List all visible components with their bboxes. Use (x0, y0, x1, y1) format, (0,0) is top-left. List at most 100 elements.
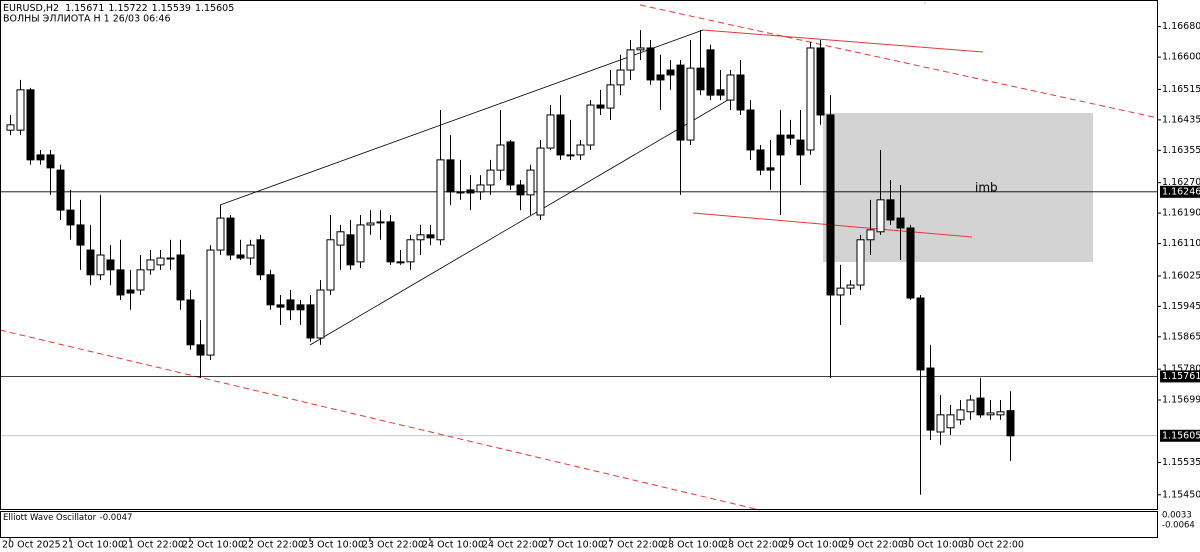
candle-body (246, 244, 255, 259)
candle-body (46, 154, 55, 169)
x-tick-label: 21 Oct 22:00 (122, 540, 184, 551)
price-label: 1.15761 (1162, 371, 1200, 382)
x-tick-label: 23 Oct 22:00 (362, 540, 424, 551)
candle-body (366, 222, 375, 226)
candle-body (1006, 410, 1015, 437)
candle-body (496, 144, 505, 171)
y-tick-label: 1.16515 (1162, 84, 1200, 95)
price-label: 1.15605 (1162, 430, 1200, 441)
candle-body (76, 224, 85, 246)
candle-body (806, 47, 815, 151)
candle-body (306, 304, 315, 339)
price-label-bg (1160, 370, 1200, 383)
candle-body (26, 89, 35, 161)
candle-body (986, 412, 995, 416)
candle-body (406, 239, 415, 263)
candle-body (296, 304, 305, 311)
y-tick-label: 1.15535 (1162, 457, 1200, 468)
y-tick-label: 1.16025 (1162, 270, 1200, 281)
candle-body (526, 169, 535, 196)
annotation: imb (975, 181, 998, 195)
candle-body (976, 397, 985, 416)
candle-body (106, 259, 115, 271)
candle-body (566, 154, 575, 157)
candle-body (546, 114, 555, 149)
candle-body (196, 344, 205, 356)
candle-body (276, 304, 285, 308)
candle-body (316, 289, 325, 339)
y-tick-label: 1.16355 (1162, 145, 1200, 156)
candle-body (766, 167, 775, 171)
candle-body (676, 64, 685, 141)
x-tick-label: 28 Oct 10:00 (662, 540, 724, 551)
candle-body (376, 221, 385, 224)
candle-body (696, 67, 705, 91)
y-tick-label: 1.16110 (1162, 238, 1200, 249)
candle-body (266, 274, 275, 306)
x-tick-label: 24 Oct 10:00 (422, 540, 484, 551)
candle-body (856, 239, 865, 286)
candle-body (626, 49, 635, 71)
candle-body (606, 84, 615, 109)
indicator-tick: -0.0064 (1162, 521, 1195, 531)
candle-body (506, 141, 515, 186)
y-tick-label: 1.16680 (1162, 21, 1200, 32)
candle-body (466, 189, 475, 194)
candle-body (886, 199, 895, 221)
candle-body (836, 287, 845, 296)
candle-body (386, 221, 395, 263)
candle-body (846, 284, 855, 289)
channel-line (639, 4, 1159, 119)
candle-body (956, 409, 965, 421)
indicator-border (0, 511, 1158, 538)
x-tick-label: 20 Oct 2025 (2, 540, 61, 551)
price-label: 1.16246 (1162, 186, 1200, 197)
indicator-value: -0.0047 (100, 513, 133, 523)
y-tick-label: 1.16435 (1162, 114, 1200, 125)
candle-body (6, 124, 15, 131)
candle-body (176, 254, 185, 301)
candle-body (86, 249, 95, 276)
y-tick-label: 1.16600 (1162, 52, 1200, 63)
candle-body (416, 234, 425, 241)
candle-body (126, 289, 135, 294)
trend-line (309, 96, 734, 346)
candle-body (876, 199, 885, 233)
symbol-name: EURUSD,H2 (3, 3, 59, 14)
candle-body (866, 229, 875, 241)
candle-body (616, 69, 625, 86)
price-label-bg (1160, 185, 1200, 198)
candle-body (916, 297, 925, 371)
candle-body (776, 134, 785, 156)
candle-body (726, 74, 735, 101)
candle-body (636, 47, 645, 51)
candle-body (356, 224, 365, 263)
candle-body (556, 114, 565, 156)
x-tick-label: 30 Oct 22:00 (962, 540, 1024, 551)
y-tick-label: 1.15945 (1162, 301, 1200, 312)
candle-body (966, 399, 975, 413)
candle-body (706, 49, 715, 96)
x-tick-label: 27 Oct 22:00 (602, 540, 664, 551)
x-tick-label: 24 Oct 22:00 (482, 540, 544, 551)
subtitle: ВОЛНЫ ЭЛЛИОТА H 1 26/03 06:46 (3, 14, 171, 25)
candle-body (346, 234, 355, 266)
last-open: 1.15671 (65, 3, 104, 14)
candle-body (426, 234, 435, 239)
last-low: 1.15539 (152, 3, 191, 14)
x-tick-label: 21 Oct 10:00 (62, 540, 124, 551)
x-tick-label: 23 Oct 10:00 (302, 540, 364, 551)
candle-body (216, 217, 225, 251)
y-tick-label: 1.16190 (1162, 208, 1200, 219)
candle-body (816, 47, 825, 116)
candle-body (656, 74, 665, 81)
candle-body (996, 411, 1005, 416)
x-tick-label: 22 Oct 22:00 (242, 540, 304, 551)
candle-body (716, 89, 725, 96)
candle-body (826, 114, 835, 296)
candle-body (436, 159, 445, 241)
indicator-label: Elliott Wave Oscillator -0.0047 (3, 513, 132, 523)
candle-body (186, 299, 195, 346)
trend-line (702, 29, 984, 53)
candle-body (16, 89, 25, 131)
